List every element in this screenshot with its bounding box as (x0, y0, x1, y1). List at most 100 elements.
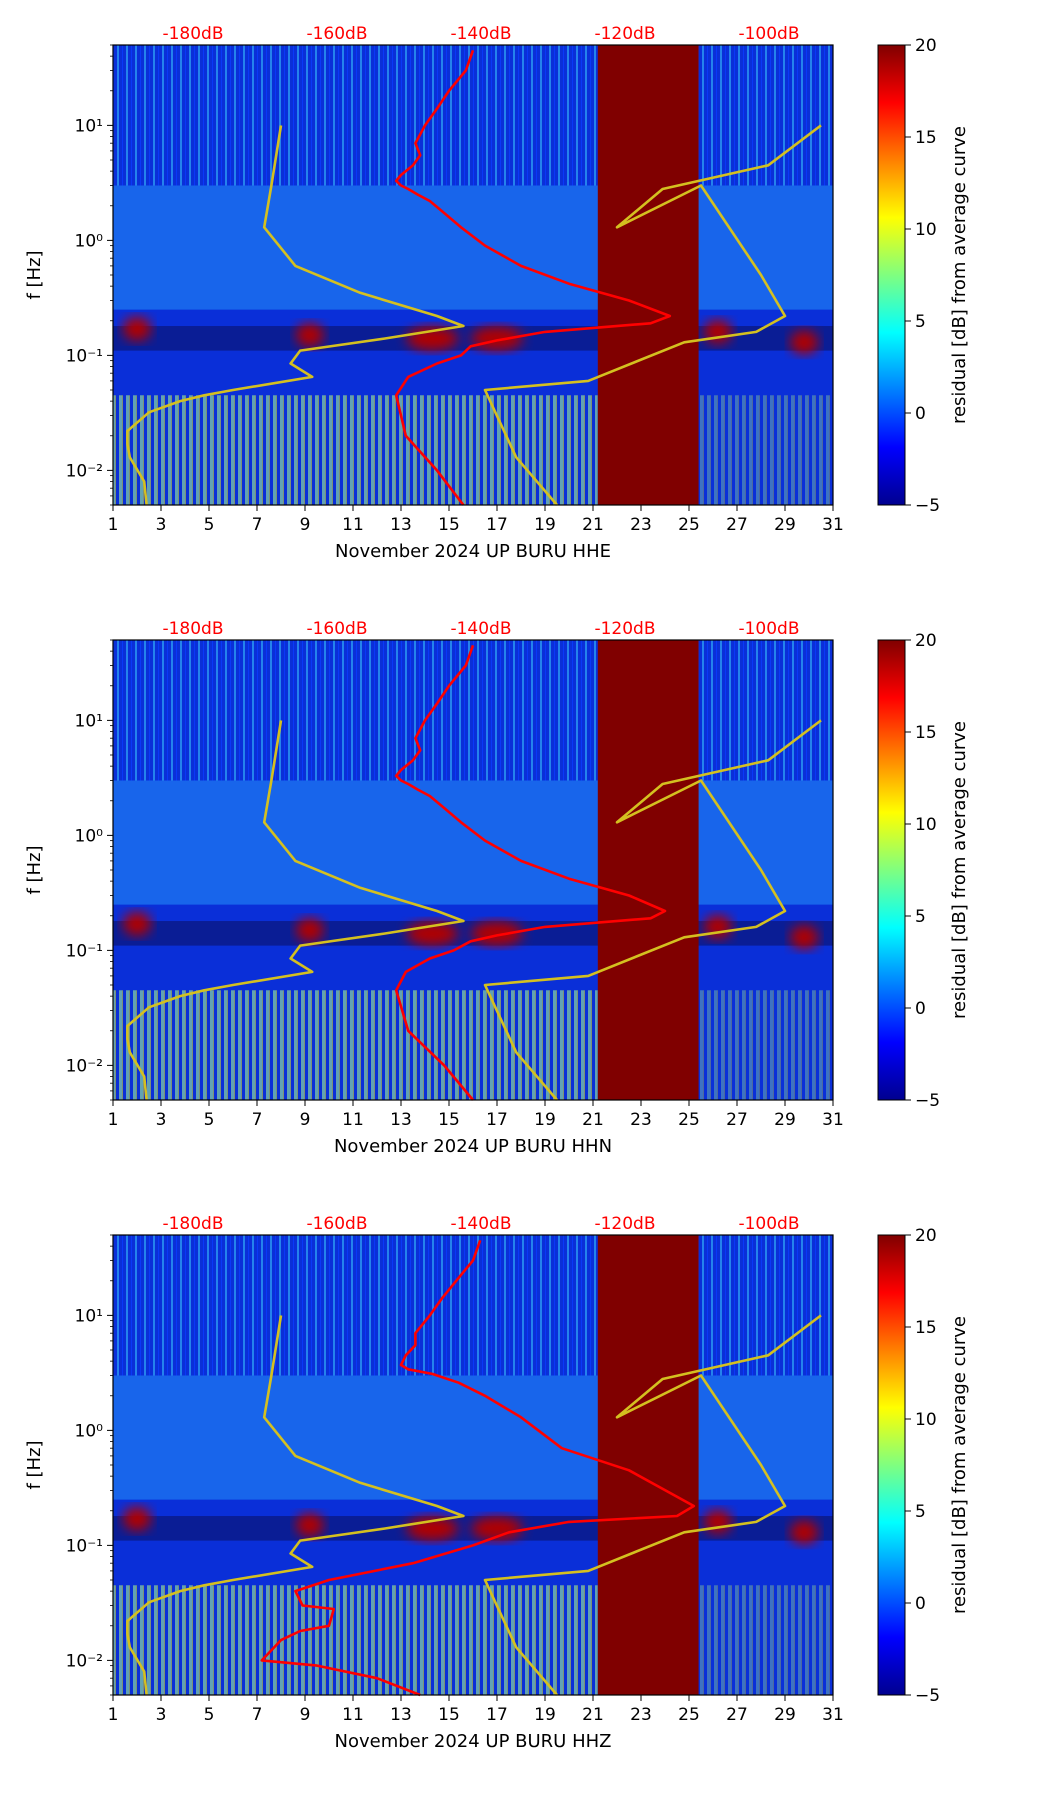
colorbar (877, 639, 906, 1101)
spectrogram-lf-streaks (113, 1585, 598, 1695)
x-tick-label: 21 (582, 515, 604, 535)
x-tick-label: 29 (774, 1705, 796, 1725)
colorbar-tick-label: 15 (915, 723, 937, 743)
spectrogram-panel-2: 1 3 5 7 9 11 13 15 17 19 21 23 25 27 29 3110⁻²10⁻¹10⁰10… (24, 619, 970, 1157)
x-tick-label: 13 (390, 1110, 412, 1130)
microseism-blob (703, 1509, 732, 1534)
db-scale-label: -160dB (306, 619, 367, 639)
db-scale-label: -140dB (450, 1214, 511, 1234)
x-tick-label: 11 (342, 1110, 364, 1130)
y-tick-label: 10⁻² (66, 461, 103, 481)
colorbar-tick-label: 20 (915, 631, 937, 651)
db-scale-label: -120dB (594, 1214, 655, 1234)
y-tick-label: 10¹ (75, 711, 103, 731)
db-scale-label: -180dB (162, 24, 223, 44)
x-tick-label: 9 (300, 1110, 311, 1130)
red-curve (394, 49, 672, 506)
microseism-blob (790, 1520, 819, 1545)
colorbar-tick-label: 15 (915, 1318, 937, 1338)
colorbar-tick-label: 5 (915, 907, 926, 927)
db-scale-label: -180dB (162, 619, 223, 639)
db-scale-label: -100dB (738, 619, 799, 639)
y-tick-label: 10¹ (75, 116, 103, 136)
x-tick-label: 3 (156, 1705, 167, 1725)
spectrogram-hf-streaks (113, 45, 833, 186)
colorbar-tick-label: 20 (915, 36, 937, 56)
db-scale-label: -100dB (738, 24, 799, 44)
colorbar-tick-label: −5 (915, 1091, 940, 1111)
x-tick-label: 1 (108, 515, 119, 535)
colorbar-tick-label: 0 (915, 404, 926, 424)
x-tick-label: 7 (252, 1110, 263, 1130)
colorbar-tick-label: 5 (915, 1502, 926, 1522)
colorbar-tick-label: −5 (915, 496, 940, 516)
x-tick-label: 7 (252, 515, 263, 535)
y-axis-title: f [Hz] (24, 845, 45, 894)
colorbar-tick-label: 0 (915, 999, 926, 1019)
microseism-blob (295, 918, 324, 943)
x-tick-label: 13 (390, 1705, 412, 1725)
y-axis-title: f [Hz] (24, 1440, 45, 1489)
colorbar-tick-label: 0 (915, 1594, 926, 1614)
red-curve (394, 644, 667, 1101)
spectrogram-lf-streaks-right (698, 395, 833, 505)
x-tick-label: 27 (726, 1110, 748, 1130)
colorbar (877, 44, 906, 506)
x-tick-label: 27 (726, 1705, 748, 1725)
y-tick-label: 10⁻¹ (66, 346, 103, 366)
db-scale-label: -100dB (738, 1214, 799, 1234)
spectrogram-hf-streaks (113, 1235, 833, 1376)
x-tick-label: 17 (486, 1110, 508, 1130)
x-tick-label: 19 (534, 515, 556, 535)
x-tick-label: 23 (630, 1705, 652, 1725)
x-tick-label: 5 (204, 1110, 215, 1130)
yellow-curve-right (483, 124, 822, 506)
microseism-blob (471, 326, 523, 351)
microseism-blob (703, 914, 732, 939)
colorbar (877, 1234, 906, 1696)
x-tick-label: 31 (822, 1705, 844, 1725)
x-tick-label: 25 (678, 1110, 700, 1130)
x-tick-label: 31 (822, 1110, 844, 1130)
colorbar-title: residual [dB] from average curve (949, 721, 970, 1019)
y-tick-label: 10⁻¹ (66, 941, 103, 961)
red-curve (260, 1239, 696, 1697)
y-tick-label: 10⁰ (75, 826, 104, 846)
spectrogram-lf-streaks-right (698, 990, 833, 1100)
y-tick-label: 10¹ (75, 1306, 103, 1326)
x-tick-label: 15 (438, 1705, 460, 1725)
spectrogram-midband (113, 1375, 833, 1500)
x-tick-label: 13 (390, 515, 412, 535)
microseism-blob (790, 330, 819, 355)
colorbar-tick-label: 10 (915, 1410, 937, 1430)
x-tick-label: 5 (204, 515, 215, 535)
yellow-curve-left (126, 720, 465, 1101)
colorbar-tick-label: 10 (915, 220, 937, 240)
x-axis-title: November 2024 UP BURU HHZ (335, 1731, 612, 1752)
x-tick-label: 1 (108, 1110, 119, 1130)
x-axis-title: November 2024 UP BURU HHN (334, 1136, 612, 1157)
spectrogram-lf-streaks-right (698, 1585, 833, 1695)
microseism-blob (295, 323, 324, 348)
microseism-blob (123, 316, 151, 341)
microseism-blob (790, 925, 819, 950)
spectrogram-midband (113, 185, 833, 310)
x-axis-title: November 2024 UP BURU HHE (335, 541, 611, 562)
x-tick-label: 29 (774, 515, 796, 535)
yellow-curve-left (126, 125, 465, 506)
x-tick-label: 3 (156, 515, 167, 535)
spectrogram-lf-streaks (113, 990, 598, 1100)
db-scale-label: -160dB (306, 1214, 367, 1234)
y-tick-label: 10⁻¹ (66, 1536, 103, 1556)
spectrogram-midband (113, 780, 833, 905)
colorbar-tick-label: −5 (915, 1686, 940, 1706)
x-tick-label: 17 (486, 1705, 508, 1725)
x-tick-label: 23 (630, 515, 652, 535)
yellow-curve-right (483, 1314, 822, 1696)
db-scale-label: -120dB (594, 619, 655, 639)
x-tick-label: 19 (534, 1110, 556, 1130)
x-tick-label: 21 (582, 1110, 604, 1130)
db-scale-label: -140dB (450, 24, 511, 44)
yellow-curve-left (126, 1315, 465, 1696)
colorbar-title: residual [dB] from average curve (949, 126, 970, 424)
